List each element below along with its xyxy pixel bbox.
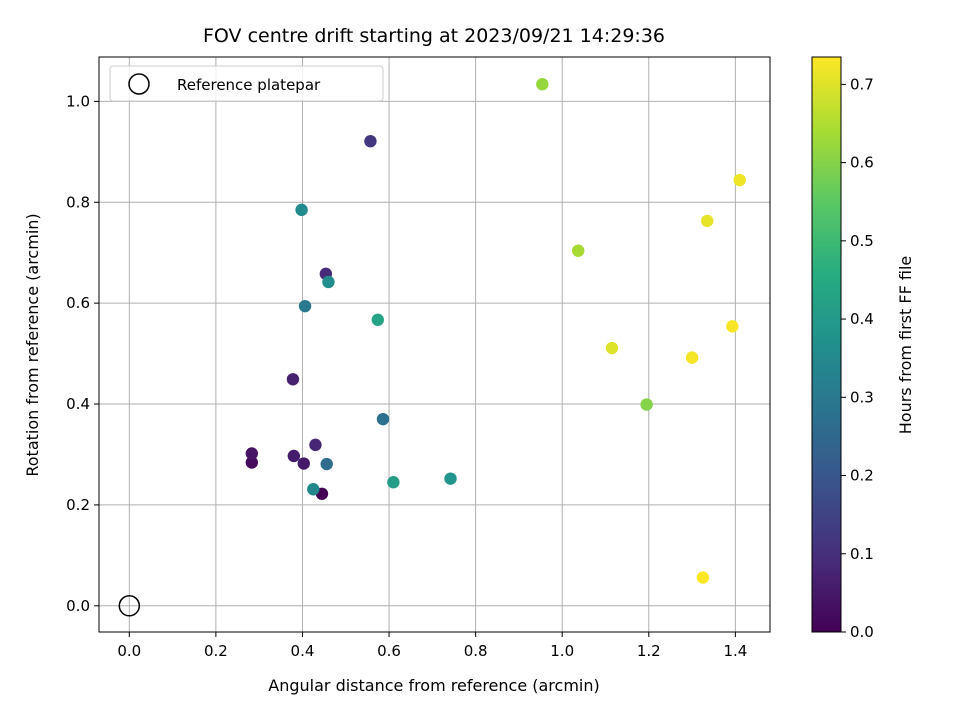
- reference-platepar-marker: [118, 595, 141, 617]
- data-point: [696, 571, 710, 584]
- data-point: [605, 341, 619, 355]
- colorbar-tick-label: 0.3: [850, 388, 874, 406]
- data-points: [118, 78, 746, 617]
- x-tick-label: 0.4: [291, 642, 315, 660]
- data-point: [640, 398, 653, 411]
- y-tick-label: 1.0: [66, 92, 90, 110]
- colorbar-label: Hours from first FF file: [896, 256, 915, 435]
- y-tick-label: 0.6: [66, 294, 90, 312]
- data-point: [307, 483, 320, 496]
- legend-box: [109, 65, 384, 102]
- legend-open-circle-marker: [128, 73, 150, 95]
- data-point: [685, 351, 699, 364]
- plot-frame: [98, 56, 771, 633]
- y-tick-label: 0.4: [66, 395, 90, 413]
- y-tick-label: 0.8: [66, 193, 90, 211]
- x-tick-label: 0.0: [117, 642, 141, 660]
- colorbar-tick-label: 0.4: [850, 310, 874, 328]
- data-point: [733, 173, 746, 187]
- colorbar-tick-label: 0.2: [850, 467, 874, 485]
- colorbar-tick-label: 0.6: [850, 154, 874, 172]
- data-point: [536, 78, 549, 91]
- x-tick-label: 1.0: [550, 642, 574, 660]
- colorbar-tick-label: 0.5: [850, 232, 874, 250]
- data-point: [320, 457, 333, 471]
- x-tick-label: 0.6: [377, 642, 401, 660]
- data-point: [444, 472, 457, 485]
- colorbar: 0.0 0.1 0.2 0.3 0.4 0.5 0.6 0.7 Hours from firs…: [811, 56, 915, 641]
- axis-ticks: 0.0 0.2 0.4 0.6 0.8 1.0 1.2 1.4 0.0 0.2 0.4 0.6 0.8 1…: [66, 92, 747, 660]
- legend-label: Reference platepar: [177, 76, 321, 94]
- plot-background: [99, 57, 770, 632]
- x-tick-label: 1.4: [723, 642, 747, 660]
- data-point: [287, 449, 301, 463]
- data-point: [726, 320, 739, 333]
- x-axis-label: Angular distance from reference (arcmin): [268, 676, 599, 695]
- x-tick-label: 1.2: [637, 642, 661, 660]
- data-point: [286, 373, 300, 386]
- x-tick-label: 0.2: [204, 642, 228, 660]
- data-point: [572, 244, 585, 257]
- data-point: [322, 275, 335, 289]
- grid: [99, 57, 770, 632]
- chart-title: FOV centre drift starting at 2023/09/21 …: [203, 25, 665, 47]
- colorbar-tick-label: 0.1: [850, 545, 874, 563]
- colorbar-tick-label: 0.7: [850, 75, 874, 93]
- data-point: [701, 214, 714, 228]
- data-point: [387, 475, 400, 489]
- legend: Reference platepar: [109, 65, 384, 102]
- data-point: [297, 457, 310, 470]
- data-point: [371, 313, 384, 326]
- data-point: [245, 456, 259, 469]
- y-axis-label: Rotation from reference (arcmin): [23, 213, 42, 476]
- data-point: [245, 447, 259, 460]
- y-tick-label: 0.0: [66, 597, 90, 615]
- data-point: [364, 135, 377, 148]
- data-point: [376, 412, 390, 426]
- data-point: [295, 203, 308, 217]
- y-tick-label: 0.2: [66, 496, 90, 514]
- colorbar-ticks: 0.0 0.1 0.2 0.3 0.4 0.5 0.6 0.7: [841, 75, 874, 641]
- x-tick-label: 0.8: [464, 642, 488, 660]
- data-point: [298, 299, 312, 313]
- data-point: [309, 438, 322, 452]
- colorbar-gradient: [811, 56, 842, 633]
- colorbar-tick-label: 0.0: [850, 623, 874, 641]
